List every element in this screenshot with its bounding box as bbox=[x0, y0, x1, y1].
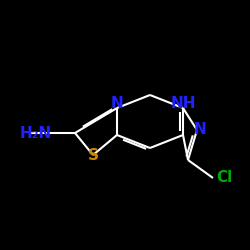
Text: N: N bbox=[194, 122, 206, 138]
Text: N: N bbox=[110, 96, 124, 112]
Text: H₂N: H₂N bbox=[20, 126, 52, 140]
Text: NH: NH bbox=[170, 96, 196, 112]
Text: Cl: Cl bbox=[216, 170, 232, 186]
Text: S: S bbox=[88, 148, 99, 162]
